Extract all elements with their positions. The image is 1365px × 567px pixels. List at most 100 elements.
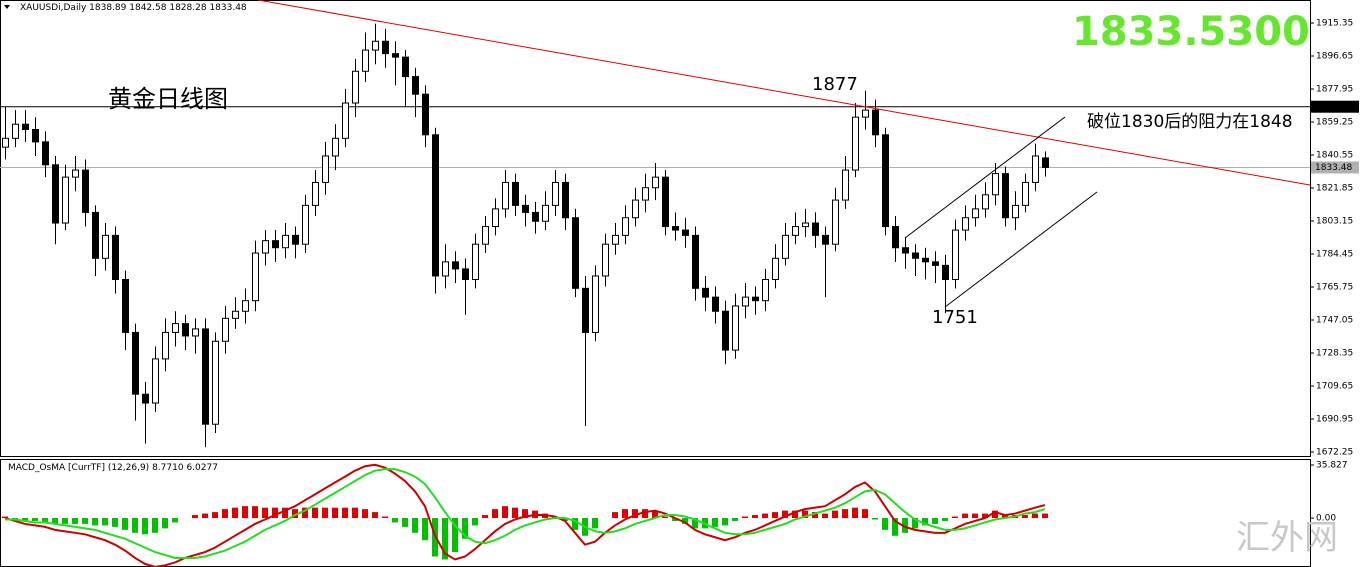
candle-body [82, 169, 89, 213]
histogram-bar [222, 509, 228, 519]
candle-body [672, 226, 679, 231]
histogram-bar [502, 506, 508, 519]
histogram-bar [522, 509, 528, 519]
histogram-bar [562, 518, 568, 521]
candle-body [382, 40, 389, 55]
candle-body [442, 261, 449, 277]
histogram-bar [262, 507, 268, 519]
candle-body [682, 229, 689, 236]
y-tick-label: 1821.85 [1316, 183, 1353, 193]
y-tick-label: 1672.25 [1316, 447, 1353, 457]
y-tick-label: 1690.95 [1316, 414, 1353, 424]
histogram-bar [762, 513, 768, 519]
price-label: 1833.48 [1315, 163, 1352, 173]
chart-title: 黄金日线图 [108, 85, 228, 113]
histogram-bar [902, 518, 908, 533]
candle-body [842, 169, 849, 201]
candle-body [2, 137, 9, 148]
candle-body [762, 278, 769, 302]
candle-body [322, 155, 329, 183]
histogram-bar [992, 510, 998, 519]
candle-body [282, 234, 289, 249]
candle-body [92, 211, 99, 259]
candle-body [142, 393, 149, 404]
candle-body [562, 181, 569, 219]
candle-body [232, 310, 239, 319]
histogram-bar [192, 515, 198, 519]
low-value: 1828.28 [169, 3, 206, 13]
candle-body [152, 358, 159, 404]
candle-body [722, 310, 729, 351]
candle-body [832, 199, 839, 245]
histogram-bar [922, 518, 928, 526]
candle-body [912, 252, 919, 259]
histogram-bar [962, 513, 968, 519]
histogram-bar [402, 518, 408, 527]
y-tick-label: 1784.45 [1316, 249, 1353, 259]
main-frame [0, 0, 1311, 457]
candle-body [612, 234, 619, 245]
candle-body [302, 204, 309, 245]
histogram-bar [342, 507, 348, 519]
candle-body [822, 234, 829, 245]
watermark: 汇外网 [1236, 518, 1338, 558]
histogram-bar [952, 516, 958, 519]
y-tick-label: 1728.35 [1316, 348, 1353, 358]
histogram-bar [62, 518, 68, 524]
candle-body [362, 49, 369, 72]
candle-body [632, 199, 639, 219]
candle-body [622, 217, 629, 236]
indicator-line [4, 463, 1046, 567]
price-label-box [1311, 161, 1359, 174]
macd-value: 8.7710 [152, 463, 184, 473]
candle-body [712, 296, 719, 312]
candle-body [752, 296, 759, 302]
high-value: 1842.58 [129, 3, 166, 13]
signal-value: 6.0277 [186, 463, 218, 473]
candle-body [732, 305, 739, 351]
annotation: 1751 [932, 307, 978, 328]
candle-body [702, 287, 709, 298]
histogram-bar [152, 518, 158, 533]
candle-body [1032, 155, 1039, 183]
candle-body [1002, 173, 1009, 219]
histogram-bar [752, 515, 758, 519]
candle-body [972, 208, 979, 219]
histogram-bar [282, 507, 288, 519]
candle-body [42, 141, 49, 166]
histogram-bar [162, 518, 168, 529]
histogram-bar [172, 518, 178, 523]
histogram-bar [612, 512, 618, 519]
histogram-bar [42, 518, 48, 523]
histogram-bar [862, 509, 868, 519]
histogram-bar [892, 518, 898, 536]
y-tick-label: 1747.05 [1316, 315, 1353, 325]
histogram-bar [322, 507, 328, 519]
histogram-bar [782, 510, 788, 519]
histogram-bar [712, 518, 718, 527]
candle-body [162, 331, 169, 360]
candle-body [502, 181, 509, 210]
candle-body [172, 323, 179, 333]
candle-body [532, 211, 539, 222]
histogram-bar [512, 507, 518, 519]
histogram-bar [632, 509, 638, 519]
histogram-bar [292, 509, 298, 519]
candle-body [222, 317, 229, 342]
candle-body [432, 134, 439, 277]
histogram-bar [252, 506, 258, 519]
candle-body [312, 181, 319, 206]
candle-body [192, 328, 199, 337]
candle-body [662, 176, 669, 228]
histogram-bar [312, 507, 318, 519]
candle-body [932, 261, 939, 266]
annotation: 1877 [812, 74, 858, 95]
candle-body [22, 123, 29, 130]
candle-body [1022, 181, 1029, 206]
candle-body [872, 109, 879, 136]
candle-body [572, 217, 579, 289]
histogram-bar [202, 513, 208, 519]
collapse-icon [4, 5, 10, 9]
histogram-bar [662, 516, 668, 519]
